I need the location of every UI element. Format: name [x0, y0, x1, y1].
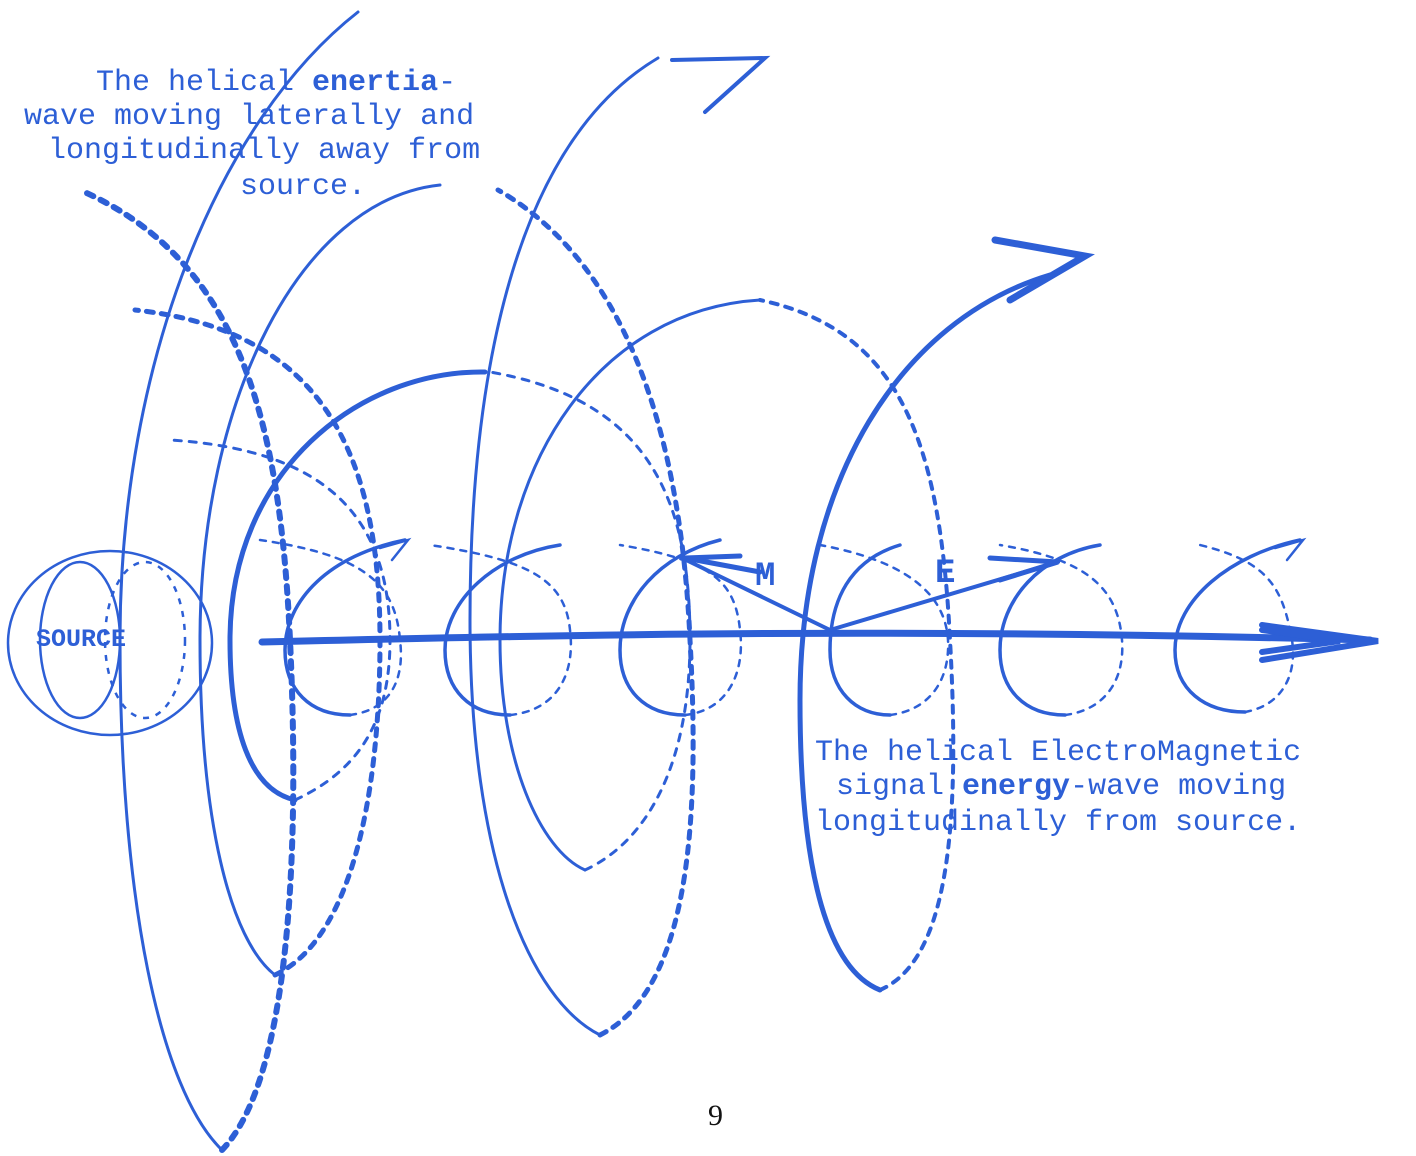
inertia-loop-2-dashed: [495, 187, 696, 1038]
inertia-loop-3-dashed: [132, 307, 383, 978]
inertia-wave-large-loops: [77, 10, 1053, 1153]
em-caption-line2: signal energy-wave moving: [836, 770, 1286, 804]
arrowhead-top-left: [670, 55, 771, 114]
main-axis-arrow: [258, 622, 1379, 663]
em-helix: [258, 537, 1307, 717]
helix-loop-5: [998, 543, 1102, 717]
inertia-caption-line2: wave moving laterally and: [24, 100, 474, 134]
inertia-loop-4-dashed: [168, 438, 392, 802]
arrowhead-top-right: [991, 236, 1095, 304]
em-caption-line3: longitudinally from source.: [815, 806, 1301, 840]
inertia-loop-3-solid: [198, 183, 442, 977]
helix-chevron-1: [378, 537, 412, 562]
helix-loop-2-back: [428, 543, 573, 717]
helix-loop-6: [1173, 538, 1302, 714]
inertia-loop-4-solid: [227, 369, 488, 803]
helix-loop-3: [618, 538, 722, 717]
helix-loop-2: [443, 543, 562, 717]
inertia-loop-5-dashed: [488, 370, 692, 872]
inertia-loop-6-solid: [797, 272, 1053, 993]
m-vector-label: M: [755, 558, 775, 596]
helix-loop-3-back: [618, 543, 743, 717]
main-axis-arrowhead: [1259, 622, 1379, 663]
inertia-loop-1-dashed: [77, 187, 297, 1153]
inertia-loop-6-dashed: [758, 298, 956, 992]
helix-loop-1-back: [258, 538, 403, 717]
source-sphere: [6, 549, 214, 737]
helix-loop-4: [828, 543, 902, 717]
source-inner-loop-dashed: [103, 560, 187, 720]
inertia-loop-5-solid: [498, 298, 762, 872]
source-label: SOURCE: [36, 625, 126, 654]
source-circle: [6, 549, 214, 737]
m-vector-arrowhead: [682, 553, 763, 575]
inertia-caption: The helical enertia- wave moving lateral…: [24, 66, 480, 204]
em-caption-line1: The helical ElectroMagnetic: [815, 736, 1301, 770]
inertia-caption-line3: longitudinally away from: [48, 134, 480, 168]
e-vector-arrowhead: [987, 555, 1059, 583]
main-axis-line: [258, 629, 1374, 646]
source-inner-loop: [38, 560, 122, 720]
m-e-vectors: [680, 553, 1060, 632]
m-vector-shaft: [680, 556, 832, 632]
helix-loop-5-back: [998, 543, 1124, 717]
helix-chevron-2: [1273, 537, 1307, 562]
page-number: 9: [708, 1099, 723, 1132]
inertia-caption-line4: source.: [240, 170, 366, 204]
inertia-caption-line1: The helical enertia-: [96, 66, 456, 100]
e-vector-label: E: [935, 555, 955, 593]
em-caption: The helical ElectroMagnetic signal energ…: [815, 736, 1301, 840]
top-arrowheads: [670, 55, 1095, 304]
